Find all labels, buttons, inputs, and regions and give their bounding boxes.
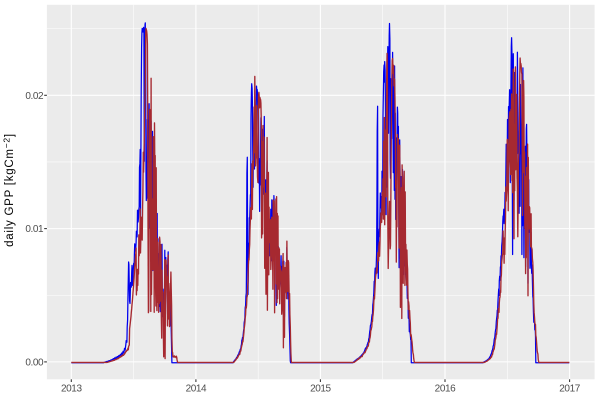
svg-text:daily GPP [kgCm−2]: daily GPP [kgCm−2] — [2, 133, 17, 247]
svg-text:2017: 2017 — [559, 384, 580, 395]
svg-text:2015: 2015 — [310, 384, 331, 395]
svg-text:0.01: 0.01 — [25, 224, 44, 235]
svg-text:0.00: 0.00 — [25, 357, 44, 368]
svg-text:2013: 2013 — [61, 384, 82, 395]
svg-text:2014: 2014 — [186, 384, 207, 395]
svg-text:0.02: 0.02 — [25, 91, 44, 102]
svg-text:2016: 2016 — [435, 384, 456, 395]
